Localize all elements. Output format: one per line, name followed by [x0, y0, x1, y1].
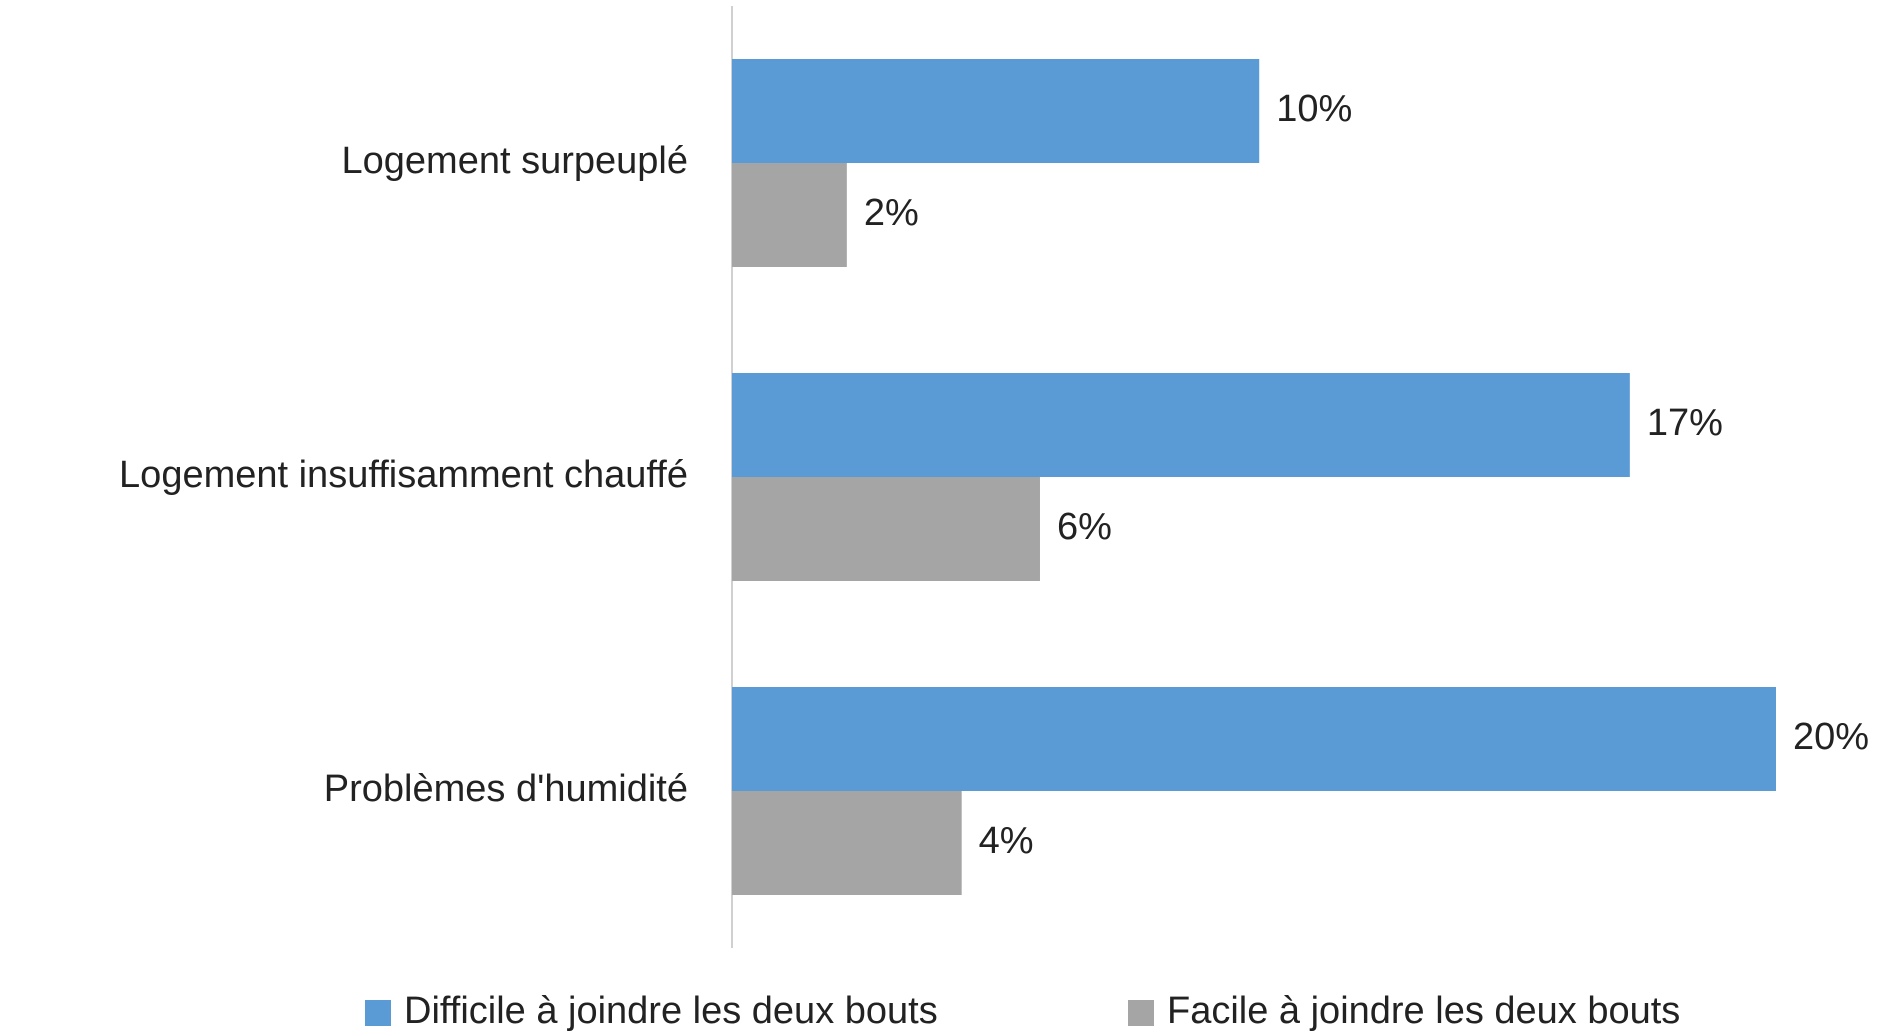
legend-label: Difficile à joindre les deux bouts [404, 990, 938, 1032]
bar [732, 163, 847, 267]
value-label: 6% [1057, 506, 1112, 548]
bar [732, 59, 1260, 163]
value-label: 2% [864, 192, 919, 234]
bar [732, 373, 1630, 477]
legend-swatch [1128, 1000, 1154, 1026]
bar [732, 791, 962, 895]
value-label: 17% [1647, 402, 1723, 444]
value-label: 20% [1793, 716, 1869, 758]
category-label: Logement surpeuplé [342, 140, 688, 182]
category-label: Problèmes d'humidité [324, 768, 688, 810]
legend-swatch [365, 1000, 391, 1026]
bar [732, 687, 1776, 791]
value-label: 10% [1276, 88, 1352, 130]
bar [732, 477, 1040, 581]
value-label: 4% [979, 820, 1034, 862]
legend-label: Facile à joindre les deux bouts [1167, 990, 1680, 1032]
category-label: Logement insuffisamment chauffé [119, 454, 688, 496]
